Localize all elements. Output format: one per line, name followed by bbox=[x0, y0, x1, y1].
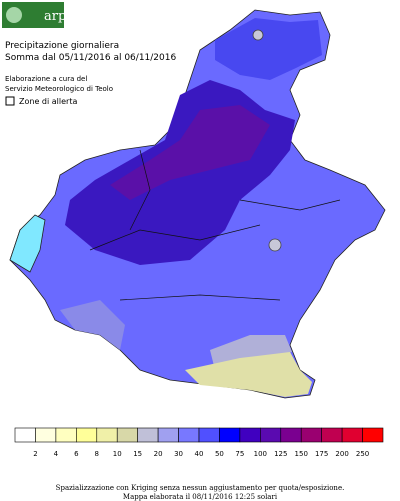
scale-box bbox=[116, 427, 138, 443]
local-max bbox=[268, 238, 282, 252]
map bbox=[9, 9, 386, 399]
scale-box bbox=[198, 427, 220, 443]
footer: Spazializzazione con Kriging senza nessu… bbox=[56, 484, 345, 492]
scale-box bbox=[239, 427, 261, 443]
scale-label: 200 bbox=[335, 450, 348, 458]
logo-icon bbox=[6, 7, 22, 23]
scale-box bbox=[321, 427, 343, 443]
footer: Mappa elaborata il 08/11/2016 12:25 sola… bbox=[123, 493, 278, 501]
scale-label: 250 bbox=[356, 450, 369, 458]
logo-text: arpav bbox=[44, 9, 82, 24]
zone bbox=[215, 18, 322, 80]
scale-box bbox=[96, 427, 118, 443]
scale-box bbox=[341, 427, 363, 443]
scale-box bbox=[362, 427, 384, 443]
scale-label: 75 bbox=[235, 450, 244, 458]
scale-label: 100 bbox=[254, 450, 267, 458]
subtitle: Somma dal 05/11/2016 al 06/11/2016 bbox=[5, 53, 176, 63]
checkbox[interactable] bbox=[5, 96, 15, 106]
scale-box bbox=[178, 427, 200, 443]
scale-label: 150 bbox=[295, 450, 308, 458]
zone bbox=[60, 300, 125, 350]
title: Precipitazione giornaliera bbox=[5, 41, 119, 51]
scale-box bbox=[35, 427, 57, 443]
scale-box bbox=[76, 427, 98, 443]
scale-box bbox=[55, 427, 77, 443]
scale-box bbox=[280, 427, 302, 443]
scale-box bbox=[260, 427, 282, 443]
toggle-label[interactable]: Zone di allerta bbox=[19, 97, 77, 106]
scale-label: 8 bbox=[95, 450, 99, 458]
lake bbox=[9, 214, 46, 273]
scale-label: 20 bbox=[154, 450, 163, 458]
color-scale: 2 4 6 8 10 15 20 30 40 50 75 100 125 150 175 200 250 bbox=[14, 427, 384, 458]
scale-box bbox=[157, 427, 179, 443]
scale-label: 40 bbox=[195, 450, 204, 458]
scale-label: 10 bbox=[113, 450, 122, 458]
scale-label: 15 bbox=[133, 450, 142, 458]
scale-label: 50 bbox=[215, 450, 224, 458]
scale-label: 175 bbox=[315, 450, 328, 458]
zone-border bbox=[89, 149, 341, 301]
scale-label: 125 bbox=[274, 450, 287, 458]
zone bbox=[110, 105, 270, 200]
scale-label: 2 bbox=[33, 450, 37, 458]
scale-label: 30 bbox=[174, 450, 183, 458]
scale-box bbox=[137, 427, 159, 443]
local-max bbox=[252, 29, 264, 41]
credit: Servizio Meteorologico di Teolo bbox=[5, 85, 113, 93]
scale-label: 4 bbox=[54, 450, 59, 458]
zone bbox=[185, 352, 312, 397]
scale-box bbox=[219, 427, 241, 443]
scale-box bbox=[300, 427, 322, 443]
scale-label: 6 bbox=[74, 450, 79, 458]
scale-box bbox=[14, 427, 36, 443]
credit: Elaborazione a cura del bbox=[5, 75, 87, 83]
